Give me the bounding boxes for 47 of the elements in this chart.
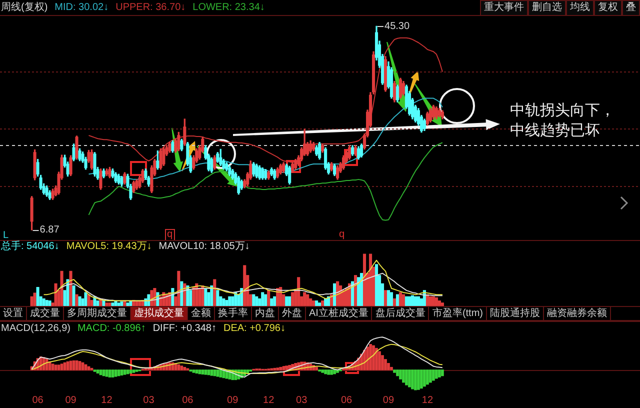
text: 外盘 [279, 307, 306, 320]
x-tick-label: 12 [101, 394, 113, 406]
annotation: 6.87 [40, 224, 60, 236]
text: 融资融券余额 [544, 307, 611, 320]
text: MAVOL5: 19.43万↓ [66, 240, 152, 252]
text: 复权 [594, 0, 622, 16]
x-tick-label: 03 [143, 394, 155, 406]
text: 多周期成交量 [64, 307, 131, 320]
x-tick-label: 06 [182, 394, 194, 406]
annotation: q [165, 229, 175, 241]
x-tick-label: 09 [65, 394, 77, 406]
text: DEA: +0.796↓ [223, 322, 286, 334]
x-tick-label: 03 [296, 394, 308, 406]
x-tick-label: 12 [263, 394, 275, 406]
text: 成交量 [27, 307, 64, 320]
text: 中轨拐头向下， [510, 102, 615, 120]
chart-title: MACD(12,26,9) [1, 322, 70, 334]
text: 换手率 [215, 307, 252, 320]
text: 均线 [566, 0, 594, 16]
x-tick-label: 06 [32, 394, 44, 406]
x-tick-label: 12 [422, 394, 434, 406]
text: 内盘 [252, 307, 279, 320]
series-label: 总手: 54046↓ [1, 240, 60, 252]
chart-title: 周线(复权) [1, 2, 48, 14]
text: DIFF: +0.348↑ [152, 322, 216, 334]
text: 金额 [188, 307, 215, 320]
text: L [3, 230, 9, 241]
text: 设置 [0, 307, 27, 320]
text: 陆股通持股 [487, 307, 544, 320]
text: 重大事件 [480, 0, 528, 16]
x-tick-label: 06 [340, 394, 353, 406]
text: 中线趋势已坏 [510, 122, 600, 140]
text: MAVOL10: 18.05万↓ [158, 240, 250, 252]
text: 盘后成交量 [372, 307, 430, 320]
text: MID: 30.02↓ [54, 2, 109, 14]
text: 删自选 [528, 0, 566, 16]
text: LOWER: 23.34↓ [192, 2, 265, 14]
annotation: 45.30 [384, 20, 410, 32]
text: 虚拟成交量 [131, 307, 188, 320]
text: UPPER: 36.70↓ [116, 2, 186, 14]
text: 市盈率(ttm) [429, 307, 487, 320]
x-tick-label: 09 [382, 394, 394, 406]
text: AI立桩成交量 [306, 307, 372, 320]
text: MACD: -0.896↑ [77, 322, 146, 334]
text: 叠 [622, 0, 640, 16]
annotation: q [338, 229, 346, 240]
x-tick-label: 09 [227, 394, 239, 406]
